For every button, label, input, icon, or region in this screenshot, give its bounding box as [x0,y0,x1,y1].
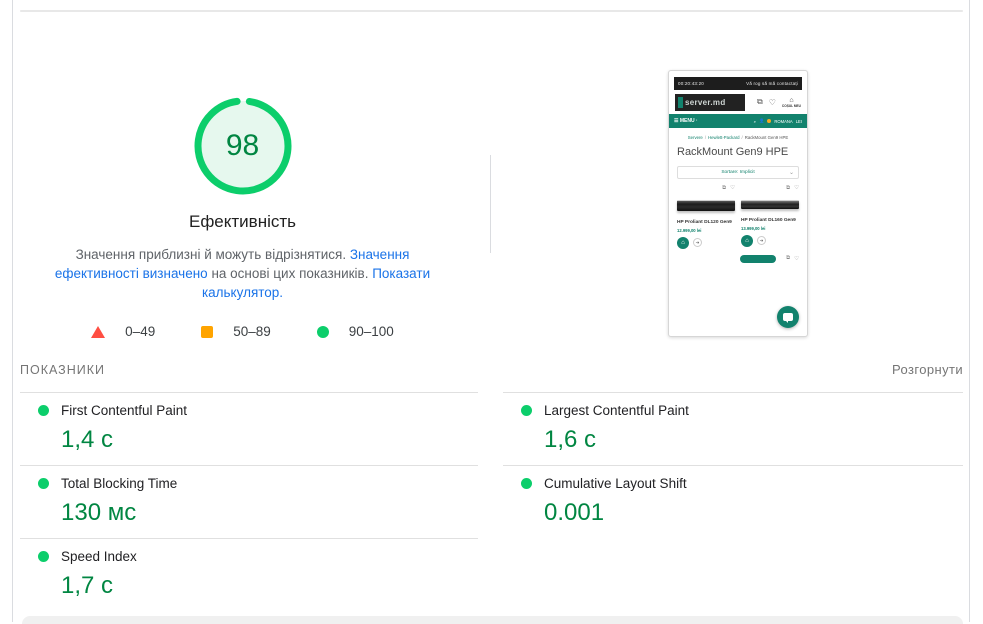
score-legend: 0–49 50–89 90–100 [20,324,465,339]
score-thumbnail-divider [490,155,491,253]
pass-dot-icon [38,405,49,416]
thumb-topbar: 00:20:43:20 Vă rog să mă contactați [674,77,802,90]
pass-circle-icon [316,325,329,338]
next-section-top-edge [22,616,963,624]
chat-icon [783,313,793,323]
language-label: ROMANA [774,118,793,124]
pass-dot-icon [38,551,49,562]
product-card: ⧉ ♡ HP Proliant DL120 Gen9 12.999,00 lei … [677,185,735,249]
account-icon: 👤 [759,118,765,123]
category-title: Ефективність [188,212,297,231]
metric-value: 0.001 [544,499,605,526]
compare-icon: ⧉ [722,185,727,191]
server-product-image [677,200,735,211]
performance-score-card: 98 Ефективність Значення приблизні й мож… [20,60,465,339]
wishlist-heart-icon: ♡ [794,185,799,191]
metric-label: Cumulative Layout Shift [544,476,687,491]
quick-compare-icon: ➜ [757,236,766,246]
metric-label: Largest Contentful Paint [544,403,689,418]
top-divider [20,10,963,12]
server-product-image [741,200,799,209]
metric-value: 1,4 с [61,426,114,453]
metric-cumulative-layout-shift: Cumulative Layout Shift 0.001 [503,465,963,538]
add-to-cart-button-icon: ⌂ [741,234,753,247]
thumb-page-title: RackMount Gen9 HPE [677,146,789,158]
thumb-site-logo: server.md [675,94,745,111]
final-screenshot-thumbnail: 00:20:43:20 Vă rog să mă contactați serv… [668,70,808,337]
product-name: HP Proliant DL160 Gen9 [741,218,796,223]
score-gauge-ring-icon [194,97,291,195]
metric-speed-index: Speed Index 1,7 с [20,538,478,611]
page-left-border [12,0,13,622]
metric-label: Total Blocking Time [61,476,178,491]
menu-button: ☰ MENU · [674,118,698,124]
metric-first-contentful-paint: First Contentful Paint 1,4 с [20,392,478,465]
show-calculator-link[interactable]: Показати калькулятор. [201,266,431,300]
pass-dot-icon [521,405,532,416]
search-icon: ⌕ [753,118,757,124]
thumb-sort-dropdown: Sortare: Implicit ⌄ [677,166,799,179]
thumb-topbar-message: Vă rog să mă contactați [746,81,798,86]
legend-range-pass: 90–100 [348,324,394,339]
metric-value: 1,7 с [61,572,114,599]
score-value: 98 [225,129,260,162]
thumb-product-grid: ⧉ ♡ HP Proliant DL120 Gen9 12.999,00 lei … [677,185,799,249]
thumb-countdown-timer: 00:20:43:20 [678,81,704,86]
pass-dot-icon [38,478,49,489]
cart-icon: ⌂ [789,96,794,104]
compare-icon: ⧉ [786,185,791,191]
product-price: 12.999,00 lei [677,227,702,233]
thumb-menu-bar: ☰ MENU · ⌕ 👤 ROMANA LEI [669,114,807,128]
score-description-text-1: Значення приблизні й можуть відрізнятися… [75,247,350,262]
chat-bubble-button [777,306,799,328]
wishlist-heart-icon: ♡ [730,185,735,191]
thumb-header-icons: ⧉ ♡ ⌂ COȘUL MEU [757,97,801,108]
thumb-header: server.md ⧉ ♡ ⌂ COȘUL MEU [669,90,807,114]
legend-range-average: 50–89 [233,324,271,339]
cart-widget: ⌂ COȘUL MEU [782,97,801,108]
legend-item-pass: 90–100 [316,324,394,339]
metric-value: 130 мс [61,499,137,526]
page-right-border [969,0,970,622]
product-card: ⧉ ♡ HP Proliant DL160 Gen9 13.999,00 lei … [741,185,799,249]
compare-icon: ⧉ [786,255,791,262]
legend-item-average: 50–89 [201,324,271,339]
thumb-logo-text: server.md [685,98,726,107]
legend-range-fail: 0–49 [125,324,156,339]
quick-compare-icon: ➜ [693,238,702,248]
chevron-down-icon: ⌄ [788,170,794,176]
metric-label: Speed Index [61,549,137,564]
breadcrumb-hp: Hewlett-Packard [708,135,740,140]
currency-label: LEI [795,118,802,124]
legend-item-fail: 0–49 [91,324,155,339]
language-flag-icon [767,119,772,123]
wishlist-heart-icon: ♡ [794,255,799,262]
metric-total-blocking-time: Total Blocking Time 130 мс [20,465,478,538]
fail-triangle-icon [91,325,106,338]
metric-value: 1,6 с [544,426,597,453]
stock-badge [740,254,777,263]
pass-dot-icon [521,478,532,489]
breadcrumb-current: RackMount Gen9 HPE [744,135,789,140]
product-name: HP Proliant DL120 Gen9 [677,220,732,225]
product-price: 13.999,00 lei [741,225,766,231]
metric-label: First Contentful Paint [61,403,188,418]
metrics-definition-link[interactable]: Значення ефективності визначено [54,247,410,281]
thumb-breadcrumb: Servere / Hewlett-Packard / RackMount Gen9 H… [687,135,789,140]
compare-icon: ⧉ [757,97,763,107]
score-description: Значення приблизні й можуть відрізнятися… [37,245,449,302]
add-to-cart-button-icon: ⌂ [677,236,689,249]
breadcrumb-servere: Servere [687,135,703,140]
metrics-header: ПОКАЗНИКИ Розгорнути [20,362,963,377]
cart-label: COȘUL MEU [781,103,801,108]
score-description-text-2: на основі цих показників. [207,266,373,281]
wishlist-heart-icon: ♡ [768,97,776,107]
expand-metrics-button[interactable]: Розгорнути [892,362,963,377]
thumb-footer-row: ⧉ ♡ [677,254,799,263]
score-gauge: 98 [193,96,293,196]
logo-mark-icon [678,97,683,108]
metric-largest-contentful-paint: Largest Contentful Paint 1,6 с [503,392,963,465]
average-square-icon [201,325,214,338]
metrics-section-title: ПОКАЗНИКИ [20,362,106,377]
